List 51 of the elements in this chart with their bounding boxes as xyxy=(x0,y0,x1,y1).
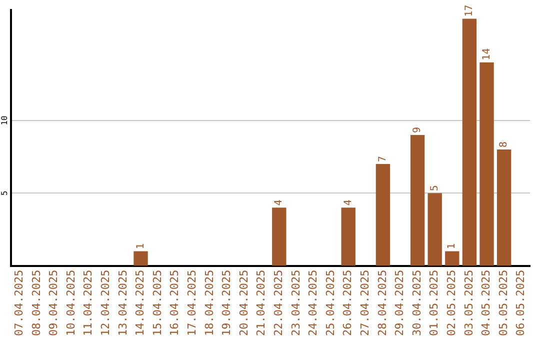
x-tick-label: 14.04.2025 xyxy=(134,270,147,336)
data-label: 7 xyxy=(378,156,389,162)
x-tick-label: 21.04.2025 xyxy=(254,270,268,336)
x-tick-label: 12.04.2025 xyxy=(99,270,112,336)
bar xyxy=(376,164,390,266)
data-label: 9 xyxy=(412,126,424,133)
data-label: 1 xyxy=(135,243,146,250)
x-tick-label: 17.04.2025 xyxy=(186,270,199,336)
y-tick-label: 10 xyxy=(0,115,10,126)
bar xyxy=(480,62,494,266)
x-tick-label: 18.04.2025 xyxy=(202,270,216,336)
bar xyxy=(428,193,442,266)
data-label: 4 xyxy=(342,200,354,206)
x-tick-label: 16.04.2025 xyxy=(168,270,182,336)
bar xyxy=(341,208,356,266)
x-tick-label: 06.05.2025 xyxy=(514,270,528,336)
x-tick-label: 07.04.2025 xyxy=(12,270,26,336)
x-tick-label: 24.04.2025 xyxy=(306,270,320,336)
x-tick-label: 15.04.2025 xyxy=(150,270,164,336)
x-tick-label: 30.04.2025 xyxy=(410,270,424,336)
x-tick-label: 20.04.2025 xyxy=(237,270,250,336)
x-tick-label: 26.04.2025 xyxy=(341,270,354,336)
x-tick-label: 27.04.2025 xyxy=(358,270,372,336)
x-tick-label: 01.05.2025 xyxy=(428,270,441,336)
x-tick-label: 25.04.2025 xyxy=(324,270,337,336)
x-tick-label: 29.04.2025 xyxy=(393,270,406,336)
x-tick-label: 04.05.2025 xyxy=(480,270,493,336)
x-tick-label: 22.04.2025 xyxy=(272,270,286,336)
data-label: 17 xyxy=(464,4,476,17)
bar xyxy=(462,18,477,266)
x-tick-label: 03.05.2025 xyxy=(462,270,476,336)
x-tick-label: 02.05.2025 xyxy=(445,270,458,336)
x-tick-label: 10.04.2025 xyxy=(64,270,78,336)
data-label: 1 xyxy=(446,243,458,250)
data-label: 8 xyxy=(498,141,510,148)
bar xyxy=(410,134,425,266)
bar xyxy=(496,150,512,266)
x-tick-label: 23.04.2025 xyxy=(289,270,302,336)
bar xyxy=(272,208,286,266)
x-tick-label: 11.04.2025 xyxy=(82,270,95,336)
bar xyxy=(134,251,148,266)
x-tick-label: 28.04.2025 xyxy=(376,270,389,336)
x-tick-label: 05.05.2025 xyxy=(496,270,510,336)
x-tick-label: 19.04.2025 xyxy=(220,270,234,336)
x-tick-label: 08.04.2025 xyxy=(30,270,43,336)
x-tick-label: 09.04.2025 xyxy=(47,270,60,336)
data-label: 4 xyxy=(274,200,285,206)
data-label: 14 xyxy=(481,48,492,60)
bar xyxy=(445,251,460,266)
data-label: 5 xyxy=(429,185,440,192)
x-tick-label: 13.04.2025 xyxy=(116,270,130,336)
